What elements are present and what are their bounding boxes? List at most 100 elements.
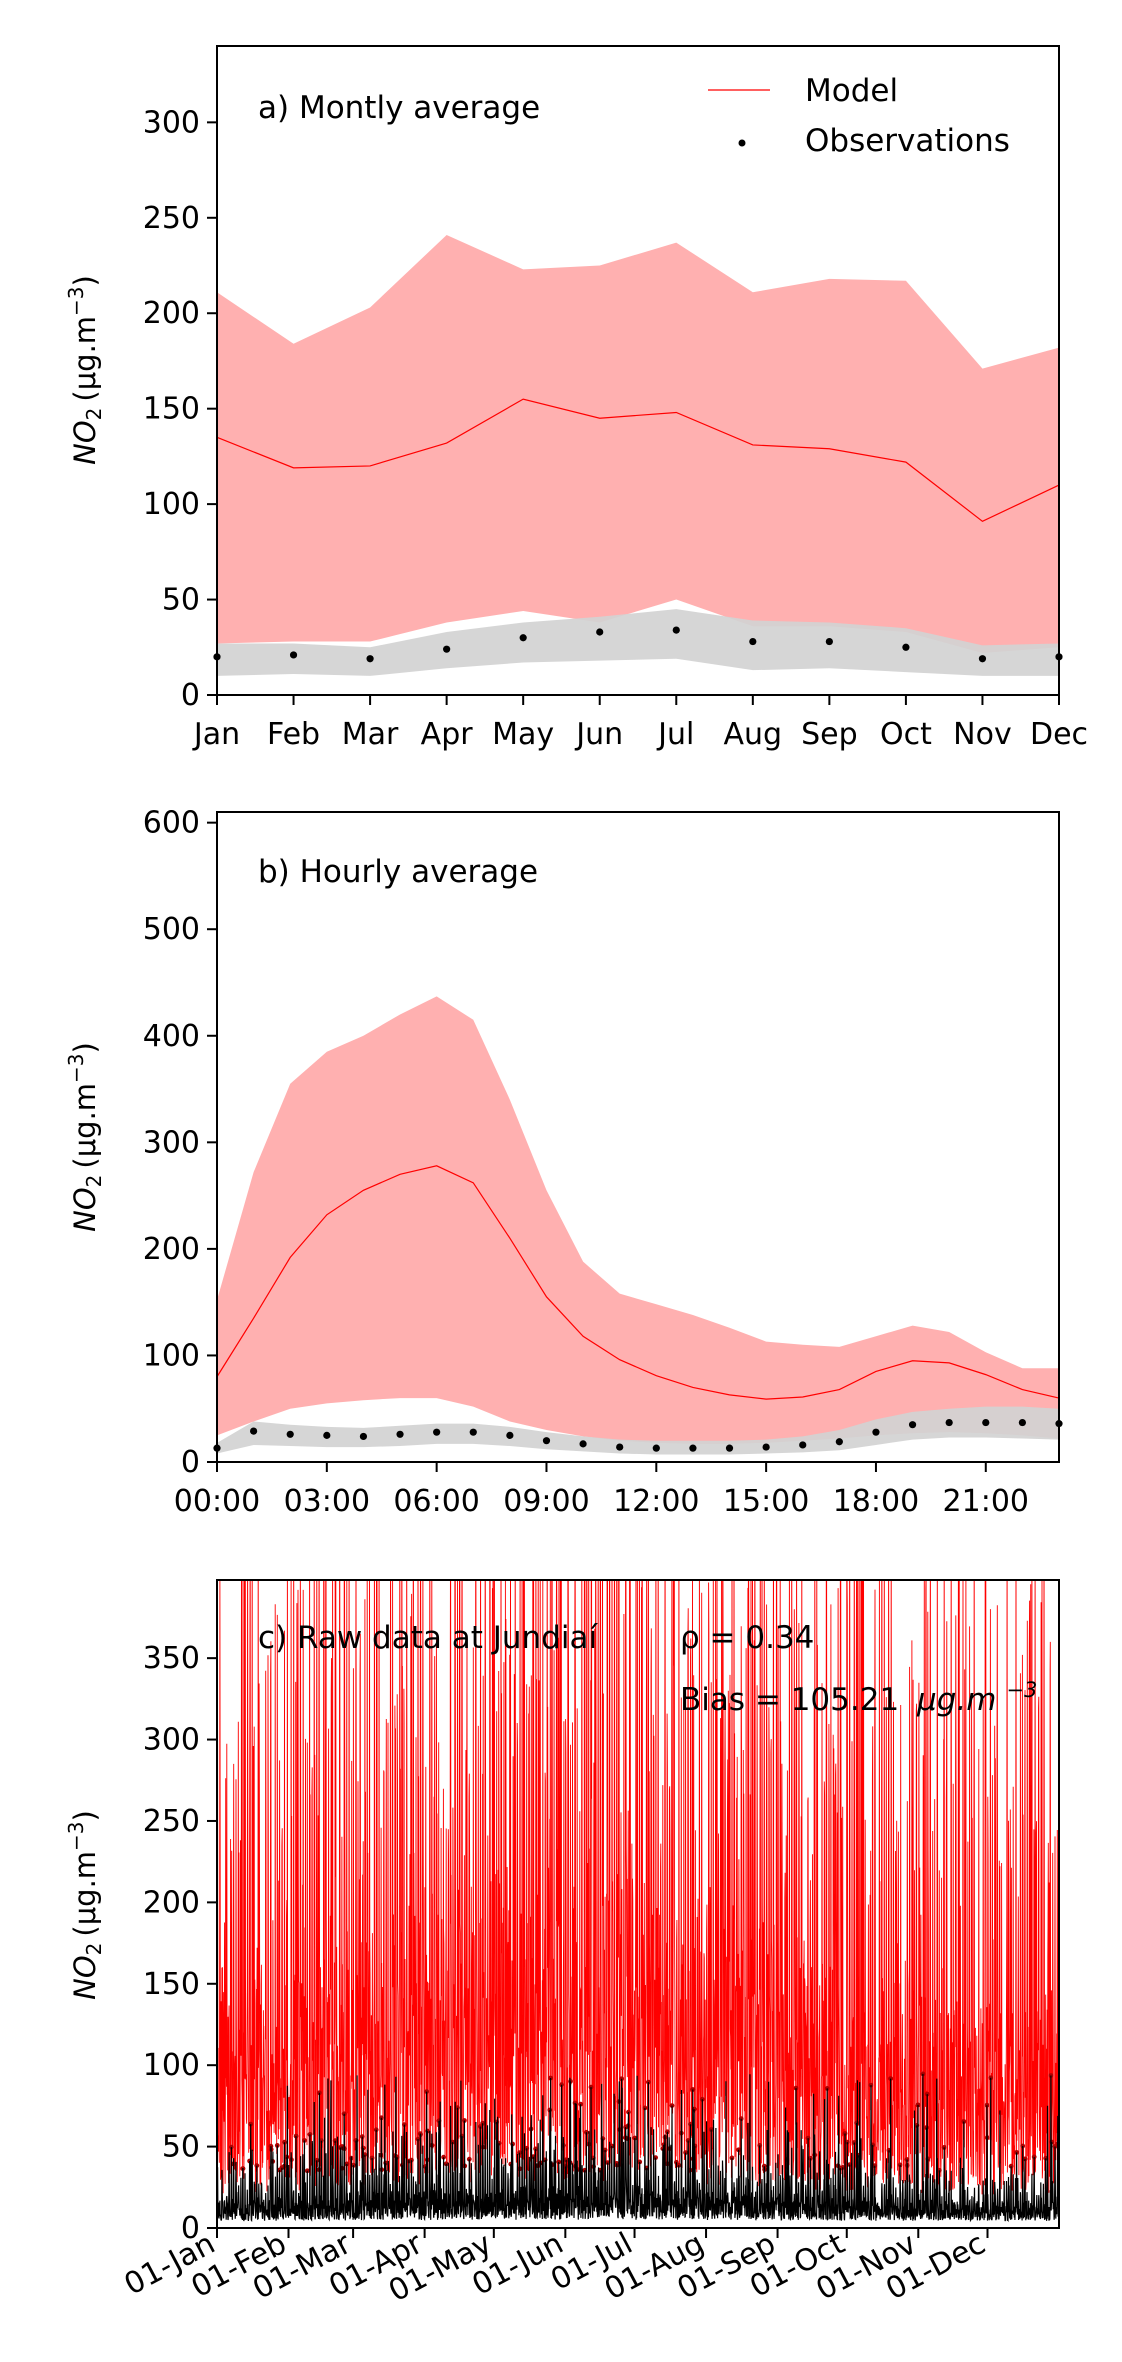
observation-point <box>286 1430 294 1438</box>
y-tick-label: 300 <box>143 105 200 140</box>
y-tick-label: 250 <box>143 1804 200 1839</box>
legend-model-label: Model <box>805 73 898 109</box>
ylabel-close: ) <box>68 275 102 286</box>
observation-point <box>872 1428 880 1436</box>
x-tick-label: Jun <box>574 717 623 752</box>
x-tick-label: 21:00 <box>943 1484 1029 1519</box>
panel-c-annotation: c) Raw data at Jundiaí <box>258 1620 598 1656</box>
observation-point <box>359 1432 368 1441</box>
observation-point <box>749 637 757 646</box>
observation-point <box>945 1418 953 1427</box>
x-tick-label: Nov <box>953 717 1012 752</box>
y-tick-label: 200 <box>143 1885 200 1920</box>
legend-observations-label: Observations <box>805 123 1010 159</box>
panel-b-y-axis-label: NO2 (μg.m−3) <box>64 1042 106 1232</box>
observation-point <box>596 628 604 636</box>
y-tick-label: 0 <box>181 678 200 713</box>
x-tick-label: 12:00 <box>613 1484 699 1519</box>
y-tick-label: 200 <box>143 1232 200 1267</box>
ylabel-close: ) <box>68 1042 102 1053</box>
panel-c-bias-unit: μg.m <box>916 1682 996 1718</box>
observation-point <box>672 626 680 634</box>
observation-point <box>443 645 451 653</box>
y-tick-label: 100 <box>143 487 200 522</box>
observation-point <box>250 1427 258 1435</box>
panel-a-x-ticks: Jan Feb Mar Apr May Jun Jul Aug Sep Oct Nov Dec <box>192 695 1088 752</box>
observation-point <box>433 1428 441 1436</box>
x-tick-label: 00:00 <box>174 1484 260 1519</box>
x-tick-label: 15:00 <box>723 1484 809 1519</box>
y-tick-label: 400 <box>143 1019 200 1054</box>
model-mean-line <box>216 398 1060 522</box>
y-tick-label: 100 <box>143 1338 200 1373</box>
x-tick-label: Apr <box>421 717 474 752</box>
y-tick-label: 200 <box>143 296 200 331</box>
panel-b-x-ticks: 00:00 03:00 06:00 09:00 12:00 15:00 18:00 21:00 <box>174 1462 1029 1519</box>
observation-point <box>902 643 910 651</box>
ylabel-main: NO <box>68 1187 102 1232</box>
x-tick-label: 18:00 <box>833 1484 919 1519</box>
observation-point <box>978 655 987 663</box>
observation-point <box>323 1431 331 1439</box>
y-tick-label: 150 <box>143 1967 200 2002</box>
x-tick-label: Dec <box>1030 717 1088 752</box>
panel-a-observation-points <box>213 626 1063 663</box>
observation-point <box>469 1428 477 1436</box>
ylabel-sub: 2 <box>82 1175 106 1188</box>
panel-b-y-ticks: 0 100 200 300 400 500 600 <box>143 806 217 1480</box>
observation-point <box>762 1443 770 1451</box>
panel-b-lines <box>216 1165 1060 1400</box>
panel-c-bias-exp: −3 <box>1006 1678 1037 1702</box>
observation-point <box>289 651 298 659</box>
panel-b-bands <box>217 996 1059 1455</box>
ylabel-exp: −3 <box>64 1053 88 1082</box>
panel-c-raw-data: 0 50 100 150 200 250 300 350 01-Jan01-Feb01-Mar… <box>64 1579 1060 2309</box>
observation-point <box>652 1444 660 1452</box>
ylabel-main: NO <box>68 420 102 465</box>
observation-point <box>725 1444 734 1452</box>
y-axis-label-text: NO2 (μg.m−3) <box>64 275 106 465</box>
model-range-band <box>217 234 1059 654</box>
ylabel-sub: 2 <box>82 1943 106 1956</box>
y-tick-label: 250 <box>143 201 200 236</box>
x-tick-label: Jan <box>192 717 240 752</box>
observation-point <box>908 1421 917 1429</box>
x-tick-label: Sep <box>801 717 858 752</box>
panel-c-correlation: ρ = 0.34 <box>680 1620 814 1656</box>
panel-c-model-series <box>217 1580 1059 2195</box>
panel-a-bands <box>217 234 1059 676</box>
x-tick-label: 03:00 <box>284 1484 370 1519</box>
panel-c-y-axis-label: NO2 (μg.m−3) <box>64 1810 106 2000</box>
y-tick-label: 100 <box>143 2048 200 2083</box>
panel-a-y-ticks: 0 50 100 150 200 250 300 <box>143 105 217 713</box>
panel-a-y-axis-label: NO2 (μg.m−3) <box>64 275 106 465</box>
panel-b-hourly-average: 0 100 200 300 400 500 600 00:00 03:00 06:00 09:00… <box>64 806 1063 1519</box>
observation-point <box>542 1437 551 1445</box>
panel-a-lines <box>216 398 1060 522</box>
observation-point <box>982 1418 990 1427</box>
panel-c-frame <box>216 1579 1060 2229</box>
y-tick-label: 50 <box>162 583 200 618</box>
observation-point <box>366 655 374 663</box>
ylabel-main: NO <box>68 1955 102 2000</box>
observation-point <box>1018 1418 1026 1427</box>
observation-point <box>825 637 833 646</box>
x-tick-label: Aug <box>724 717 783 752</box>
observation-point <box>396 1430 404 1438</box>
observation-point <box>799 1441 807 1449</box>
ylabel-unit: (μg.m <box>68 316 102 402</box>
panel-c-bias: Bias = 105.21 μg.m −3 <box>680 1678 1037 1718</box>
y-tick-label: 50 <box>162 2130 200 2165</box>
x-tick-label: 09:00 <box>503 1484 589 1519</box>
observation-point <box>579 1440 587 1448</box>
panel-a-monthly-average: 0 50 100 150 200 250 300 Jan Feb Mar Apr May Jun Jul… <box>64 45 1088 752</box>
x-tick-label: 06:00 <box>393 1484 479 1519</box>
x-tick-label: Feb <box>267 717 320 752</box>
model-mean-line <box>216 1165 1060 1400</box>
ylabel-close: ) <box>68 1810 102 1821</box>
ylabel-unit: (μg.m <box>68 1851 102 1937</box>
panel-c-x-ticks: 01-Jan01-Feb01-Mar01-Apr01-May01-Jun01-J… <box>119 2226 991 2309</box>
y-tick-label: 0 <box>181 1445 200 1480</box>
y-tick-label: 600 <box>143 806 200 841</box>
